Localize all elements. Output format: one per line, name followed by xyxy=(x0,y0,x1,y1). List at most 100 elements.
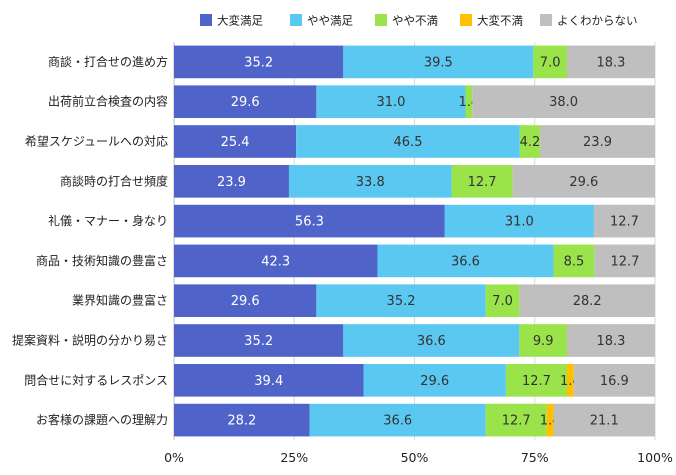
bar-segment xyxy=(343,45,534,79)
data-label: 38.0 xyxy=(549,95,578,110)
legend-swatch xyxy=(540,14,552,26)
data-label: 29.6 xyxy=(231,95,260,110)
bar-segment xyxy=(309,403,486,437)
data-label: 18.3 xyxy=(597,334,626,349)
bar-segment xyxy=(485,284,520,318)
bar-segment xyxy=(519,125,541,158)
bar-segment xyxy=(519,324,567,357)
category-label: 礼儀・マナー・身なり xyxy=(48,213,168,228)
data-label: 12.7 xyxy=(502,414,531,429)
bar-segment xyxy=(566,45,655,79)
bar-segment xyxy=(512,164,655,198)
bar-segment xyxy=(485,403,547,437)
data-label: 29.6 xyxy=(420,374,449,389)
data-label: 7.0 xyxy=(540,55,561,70)
bar-segment xyxy=(566,363,574,397)
data-label: 12.7 xyxy=(468,175,497,190)
bar-segment xyxy=(505,363,567,397)
bar-segment xyxy=(540,125,655,158)
legend-label: 大変満足 xyxy=(217,14,263,28)
data-label: 29.6 xyxy=(231,294,260,309)
bar-segment xyxy=(174,204,445,238)
bar-segment xyxy=(288,164,452,198)
data-label: 25.4 xyxy=(221,135,250,150)
bars: 35.2 39.5 7.0 18.329.6 31.0 1.4 38.025.4 46.5 4.… xyxy=(174,45,656,437)
bar-segment xyxy=(363,363,506,397)
category-label: 提案資料・説明の分かり易さ xyxy=(12,333,168,348)
bar-segment xyxy=(519,284,655,318)
data-label: 23.9 xyxy=(217,175,246,190)
bar-segment xyxy=(593,204,655,238)
bar-segment xyxy=(174,45,344,79)
data-label: 33.8 xyxy=(356,175,385,190)
data-label: 4.2 xyxy=(520,135,541,150)
data-label: 12.7 xyxy=(610,254,639,269)
data-label: 8.5 xyxy=(564,254,585,269)
data-label: 18.3 xyxy=(597,55,626,70)
bar-segment xyxy=(343,324,520,357)
category-labels: 商談・打合せの進め方出荷前立合検査の内容希望スケジュールへの対応商談時の打合せ頻… xyxy=(12,54,168,427)
x-tick-label: 25% xyxy=(280,450,308,465)
bar-segment xyxy=(594,244,656,278)
legend-label: やや不満 xyxy=(392,14,438,28)
bar-segment xyxy=(316,284,486,318)
data-label: 31.0 xyxy=(505,215,534,230)
data-label: 7.0 xyxy=(492,294,513,309)
category-label: 問合せに対するレスポンス xyxy=(24,372,168,387)
data-label: 36.6 xyxy=(383,414,412,429)
data-label: 56.3 xyxy=(295,215,324,230)
bar-segment xyxy=(174,164,289,198)
category-label: 商談時の打合せ頻度 xyxy=(60,173,168,188)
data-label: 21.1 xyxy=(590,414,619,429)
data-label: 46.5 xyxy=(394,135,423,150)
data-label: 35.2 xyxy=(244,55,273,70)
category-label: 希望スケジュールへの対応 xyxy=(25,134,168,149)
bar-segment xyxy=(444,204,594,238)
bar-segment xyxy=(174,284,317,318)
data-label: 36.6 xyxy=(417,334,446,349)
data-label: 42.3 xyxy=(261,254,290,269)
x-tick-labels: 0% 25% 50% 75% 100% xyxy=(164,450,673,465)
bar-segment xyxy=(377,244,554,278)
category-label: 商品・技術知識の豊富さ xyxy=(36,253,168,268)
bar-segment xyxy=(174,125,297,158)
x-tick-label: 50% xyxy=(401,450,429,465)
x-tick-label: 0% xyxy=(164,450,184,465)
data-label: 39.5 xyxy=(424,55,453,70)
bar-segment xyxy=(174,403,310,437)
bar-segment xyxy=(451,164,513,198)
legend-label: 大変不満 xyxy=(477,14,523,28)
bar-segment xyxy=(533,45,567,79)
bar-segment xyxy=(174,244,378,278)
bar-segment xyxy=(546,403,554,437)
legend-swatch xyxy=(375,14,387,26)
bar-segment xyxy=(174,363,364,397)
data-label: 12.7 xyxy=(610,215,639,230)
x-tick-label: 100% xyxy=(637,450,673,465)
bar-segment xyxy=(296,125,520,158)
legend: 大変満足 やや満足 やや不満 大変不満 よくわからない xyxy=(200,14,638,28)
data-label: 39.4 xyxy=(254,374,283,389)
legend-swatch xyxy=(460,14,472,26)
bar-segment xyxy=(566,324,655,357)
data-label: 28.2 xyxy=(227,414,256,429)
data-label: 9.9 xyxy=(533,334,554,349)
data-label: 35.2 xyxy=(244,334,273,349)
data-label: 28.2 xyxy=(573,294,602,309)
bar-segment xyxy=(465,85,473,119)
data-label: 12.7 xyxy=(522,374,551,389)
bar-segment xyxy=(573,363,655,397)
category-label: 出荷前立合検査の内容 xyxy=(48,94,168,109)
bar-segment xyxy=(553,403,655,437)
category-label: お客様の課題への理解力 xyxy=(36,412,168,427)
legend-label: よくわからない xyxy=(557,14,638,28)
data-label: 23.9 xyxy=(583,135,612,150)
legend-swatch xyxy=(200,14,212,26)
data-label: 36.6 xyxy=(451,254,480,269)
category-label: 業界知識の豊富さ xyxy=(72,293,168,308)
category-label: 商談・打合せの進め方 xyxy=(48,54,168,69)
data-label: 35.2 xyxy=(387,294,416,309)
x-tick-label: 75% xyxy=(521,450,549,465)
data-label: 31.0 xyxy=(376,95,405,110)
